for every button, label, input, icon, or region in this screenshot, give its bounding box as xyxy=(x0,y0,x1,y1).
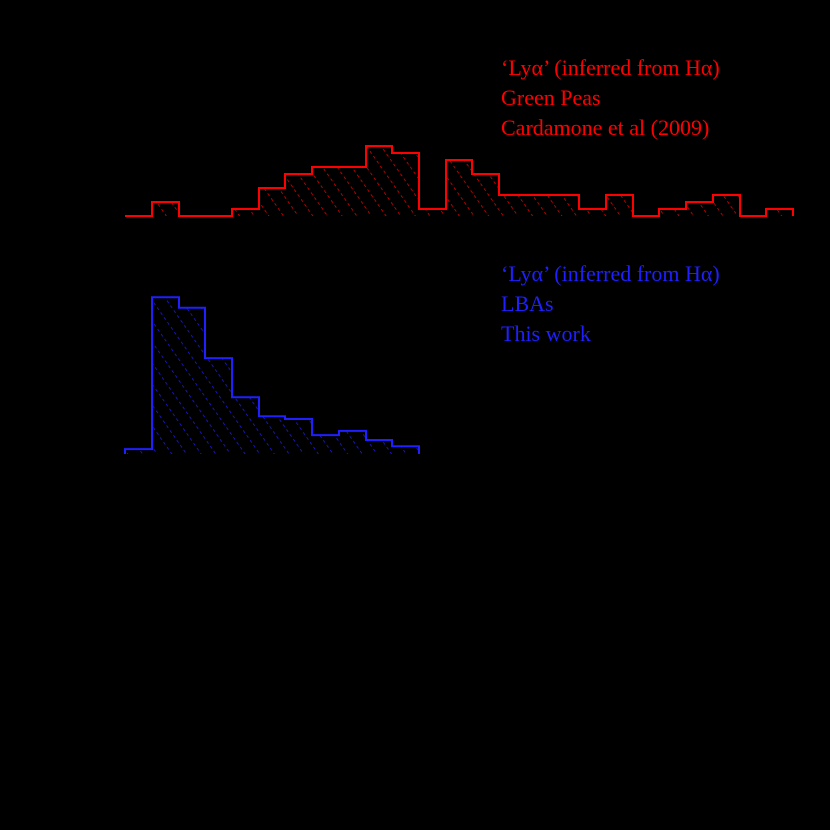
histogram-bar xyxy=(472,174,499,216)
histogram-bar xyxy=(232,209,259,216)
green-peas-legend: ‘Lyα’ (inferred from Hα) Green Peas Card… xyxy=(501,53,720,143)
histogram-bar xyxy=(392,153,419,216)
legend-line-sample: Green Peas xyxy=(501,85,601,110)
histogram-bar xyxy=(152,202,179,216)
histogram-bar xyxy=(259,188,285,216)
histogram-bar xyxy=(446,160,472,216)
histogram-bar xyxy=(152,297,179,454)
histogram-bar xyxy=(713,195,740,216)
lba-legend: ‘Lyα’ (inferred from Hα) LBAs This work xyxy=(501,259,720,349)
histogram-bar xyxy=(205,358,232,454)
lba-histogram xyxy=(124,296,420,454)
legend-line-source: This work xyxy=(501,321,591,346)
histogram-bar xyxy=(312,167,339,216)
histogram-bar xyxy=(312,435,339,454)
histogram-bar xyxy=(499,195,526,216)
histogram-bar xyxy=(339,167,366,216)
histogram-bar xyxy=(419,209,446,216)
green-peas-histogram xyxy=(125,145,794,217)
legend-line-sample: LBAs xyxy=(501,291,554,316)
histogram-bar xyxy=(339,430,366,454)
histogram-bar xyxy=(553,195,579,216)
histogram-bar xyxy=(285,174,312,216)
histogram-bar xyxy=(392,446,419,454)
histogram-bar xyxy=(579,209,606,216)
legend-line-lya: ‘Lyα’ (inferred from Hα) xyxy=(501,261,720,286)
histogram-bar xyxy=(366,440,392,454)
histogram-bar xyxy=(179,307,205,454)
histogram-bar xyxy=(285,419,312,454)
histogram-bar xyxy=(366,146,392,216)
histogram-bar xyxy=(232,397,259,454)
histogram-bar xyxy=(766,209,793,216)
histogram-outline xyxy=(125,145,794,217)
legend-line-source: Cardamone et al (2009) xyxy=(501,115,710,140)
histogram-bar xyxy=(659,209,686,216)
histogram-bar xyxy=(526,195,553,216)
histogram-bar xyxy=(125,449,152,454)
legend-line-lya: ‘Lyα’ (inferred from Hα) xyxy=(501,55,720,80)
histogram-outline xyxy=(124,296,420,454)
histogram-bar xyxy=(686,202,713,216)
histogram-bar xyxy=(606,195,633,216)
histogram-bar xyxy=(259,416,285,454)
